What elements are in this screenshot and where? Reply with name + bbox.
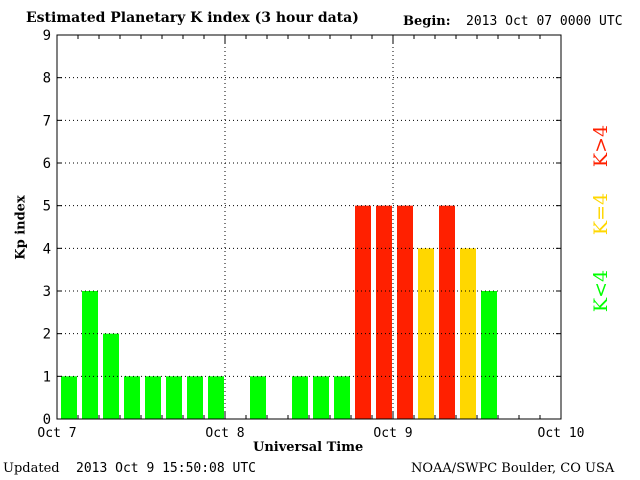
kp-bar xyxy=(334,376,350,419)
y-tick-label: 0 xyxy=(43,412,51,428)
y-tick-label: 8 xyxy=(43,71,51,87)
x-tick-label: Oct 9 xyxy=(373,426,412,441)
begin-label: Begin: xyxy=(403,14,451,29)
kp-bar xyxy=(292,376,308,419)
y-tick-label: 4 xyxy=(43,241,51,257)
x-tick-label: Oct 10 xyxy=(538,426,585,441)
kp-bar xyxy=(481,291,497,419)
y-tick-label: 3 xyxy=(43,284,51,300)
y-tick-label: 2 xyxy=(43,327,51,343)
kp-bar xyxy=(61,376,77,419)
kp-bar xyxy=(250,376,266,419)
updated-label: Updated xyxy=(3,461,60,476)
kp-bar xyxy=(313,376,329,419)
y-tick-label: 5 xyxy=(43,199,51,215)
kp-bar xyxy=(187,376,203,419)
kp-bar xyxy=(208,376,224,419)
y-tick-label: 7 xyxy=(43,113,51,129)
kp-bar xyxy=(439,205,455,419)
kp-bar xyxy=(124,376,140,419)
updated-value: 2013 Oct 9 15:50:08 UTC xyxy=(76,461,257,476)
kp-bar xyxy=(376,205,392,419)
legend-equal: K=4 xyxy=(590,192,613,236)
kp-bar xyxy=(397,205,413,419)
legend-high: K>4 xyxy=(590,124,613,168)
kp-bar xyxy=(460,248,476,419)
y-tick-label: 6 xyxy=(43,156,51,172)
kp-bar xyxy=(145,376,161,419)
y-tick-label: 1 xyxy=(43,369,51,385)
x-tick-label: Oct 8 xyxy=(205,426,244,441)
y-axis-label: Kp index xyxy=(13,194,29,260)
kp-bar xyxy=(355,205,371,419)
x-axis-label: Universal Time xyxy=(253,440,364,455)
chart-title: Estimated Planetary K index (3 hour data… xyxy=(26,10,359,26)
y-tick-label: 9 xyxy=(43,28,51,44)
legend-low: K<4 xyxy=(590,269,613,313)
footer-source: NOAA/SWPC Boulder, CO USA xyxy=(411,461,615,476)
kp-bar xyxy=(103,333,119,419)
begin-value: 2013 Oct 07 0000 UTC xyxy=(466,14,623,29)
kp-bar xyxy=(166,376,182,419)
x-tick-label: Oct 7 xyxy=(37,426,76,441)
kp-bar xyxy=(82,291,98,419)
